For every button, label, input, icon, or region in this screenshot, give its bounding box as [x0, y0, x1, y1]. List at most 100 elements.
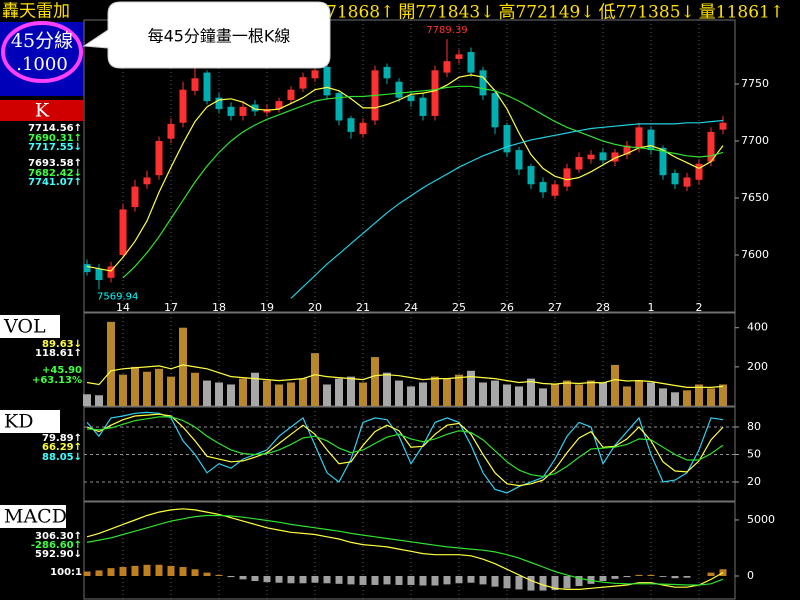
candle-body: [551, 184, 559, 196]
candle-body: [515, 150, 523, 170]
candle-body: [599, 152, 607, 161]
volume-bar: [179, 327, 187, 406]
volume-bar: [419, 382, 427, 406]
macd-bar: [359, 575, 367, 585]
candle-body: [167, 123, 175, 139]
volume-bar: [239, 378, 247, 406]
panel: 200 400: [83, 312, 768, 407]
high-label: 7789.39: [426, 25, 467, 36]
candle-body: [275, 101, 283, 110]
volume-bar: [107, 321, 115, 406]
volume-bar: [515, 386, 523, 406]
volume-bar: [695, 384, 703, 406]
volume-bar: [143, 371, 151, 406]
candle-body: [431, 70, 439, 116]
x-tick-label: 25: [452, 301, 466, 314]
x-tick-label: 2: [696, 301, 703, 314]
header-quote: 量11861↑: [699, 3, 784, 23]
header-quote: 71868↑: [326, 3, 394, 23]
candle-body: [467, 52, 475, 73]
volume-bar: [359, 382, 367, 406]
volume-bar: [395, 380, 403, 406]
macd-bar: [407, 575, 415, 585]
candle-body: [611, 152, 619, 162]
volume-bar: [683, 390, 691, 406]
macd-bar: [323, 575, 331, 584]
readout: -286.60↑: [31, 540, 82, 551]
macd-bar: [131, 565, 139, 576]
readout: 7682.42↓: [28, 168, 82, 179]
volume-bar: [431, 376, 439, 406]
y-tick-label: 5000: [747, 513, 775, 526]
line-series: [86, 74, 724, 272]
macd-bar: [707, 572, 715, 576]
period-circle: [1, 21, 83, 83]
y-tick-label: 200: [747, 360, 768, 373]
volume-bar: [335, 378, 343, 406]
macd-bar: [647, 574, 655, 576]
x-tick-label: 18: [212, 301, 226, 314]
volume-bar: [227, 384, 235, 406]
candle-body: [395, 81, 403, 98]
macd-bar: [527, 575, 535, 591]
volume-bar: [491, 380, 499, 406]
candle-body: [335, 93, 343, 121]
macd-bar: [395, 575, 403, 585]
candle-body: [383, 66, 391, 79]
macd-bar: [371, 575, 379, 585]
readout: 7741.07↑: [28, 177, 82, 188]
volume-bar: [263, 380, 271, 406]
candle-body: [179, 89, 187, 123]
y-tick-label: 7600: [741, 248, 769, 261]
x-tick-label: 14: [116, 301, 130, 314]
line-series: [86, 364, 724, 388]
readout: 7690.31↑: [28, 133, 82, 144]
candle-body: [419, 97, 427, 116]
panel-label: MACD: [4, 506, 67, 528]
macd-bar: [383, 575, 391, 585]
candle-body: [563, 168, 571, 187]
volume-bar: [599, 382, 607, 406]
panel-frame: [83, 501, 736, 600]
macd-bar: [683, 575, 691, 578]
macd-bar: [347, 575, 355, 585]
candle-body: [203, 72, 211, 102]
readout: +45.90: [42, 365, 82, 376]
x-tick-label: 1: [648, 301, 655, 314]
candle-body: [719, 122, 727, 130]
macd-bar: [611, 575, 619, 579]
macd-bar: [443, 575, 451, 585]
candle-body: [155, 141, 163, 176]
candle-body: [539, 182, 547, 193]
volume-bar: [287, 382, 295, 406]
volume-bar: [131, 366, 139, 406]
macd-bar: [155, 564, 163, 576]
x-tick-label: 20: [308, 301, 322, 314]
macd-bar: [119, 567, 127, 576]
volume-bar: [575, 384, 583, 406]
volume-bar: [251, 372, 259, 406]
candle-body: [323, 66, 331, 96]
candle-body: [95, 268, 103, 281]
candle-body: [407, 95, 415, 102]
readout: 79.89↑: [42, 433, 82, 444]
macd-bar: [623, 575, 631, 578]
volume-bar: [215, 382, 223, 406]
candle-body: [587, 154, 595, 160]
candle-body: [503, 125, 511, 153]
panel-label-box: [0, 100, 84, 121]
y-tick-label: 7700: [741, 134, 769, 147]
volume-bar: [719, 384, 727, 406]
candle-body: [683, 177, 691, 187]
candle-body: [575, 156, 583, 170]
readout: 89.63↓: [42, 339, 82, 350]
candle-body: [131, 186, 139, 208]
macd-bar: [167, 565, 175, 576]
callout-bubble: [82, 1, 331, 69]
macd-bar: [203, 572, 211, 576]
readout: 118.61↑: [35, 348, 82, 359]
header-title: 轟天雷加: [2, 2, 70, 22]
x-tick-label: 26: [500, 301, 514, 314]
panel-label: K: [35, 100, 50, 122]
y-tick-label: 400: [747, 321, 768, 334]
